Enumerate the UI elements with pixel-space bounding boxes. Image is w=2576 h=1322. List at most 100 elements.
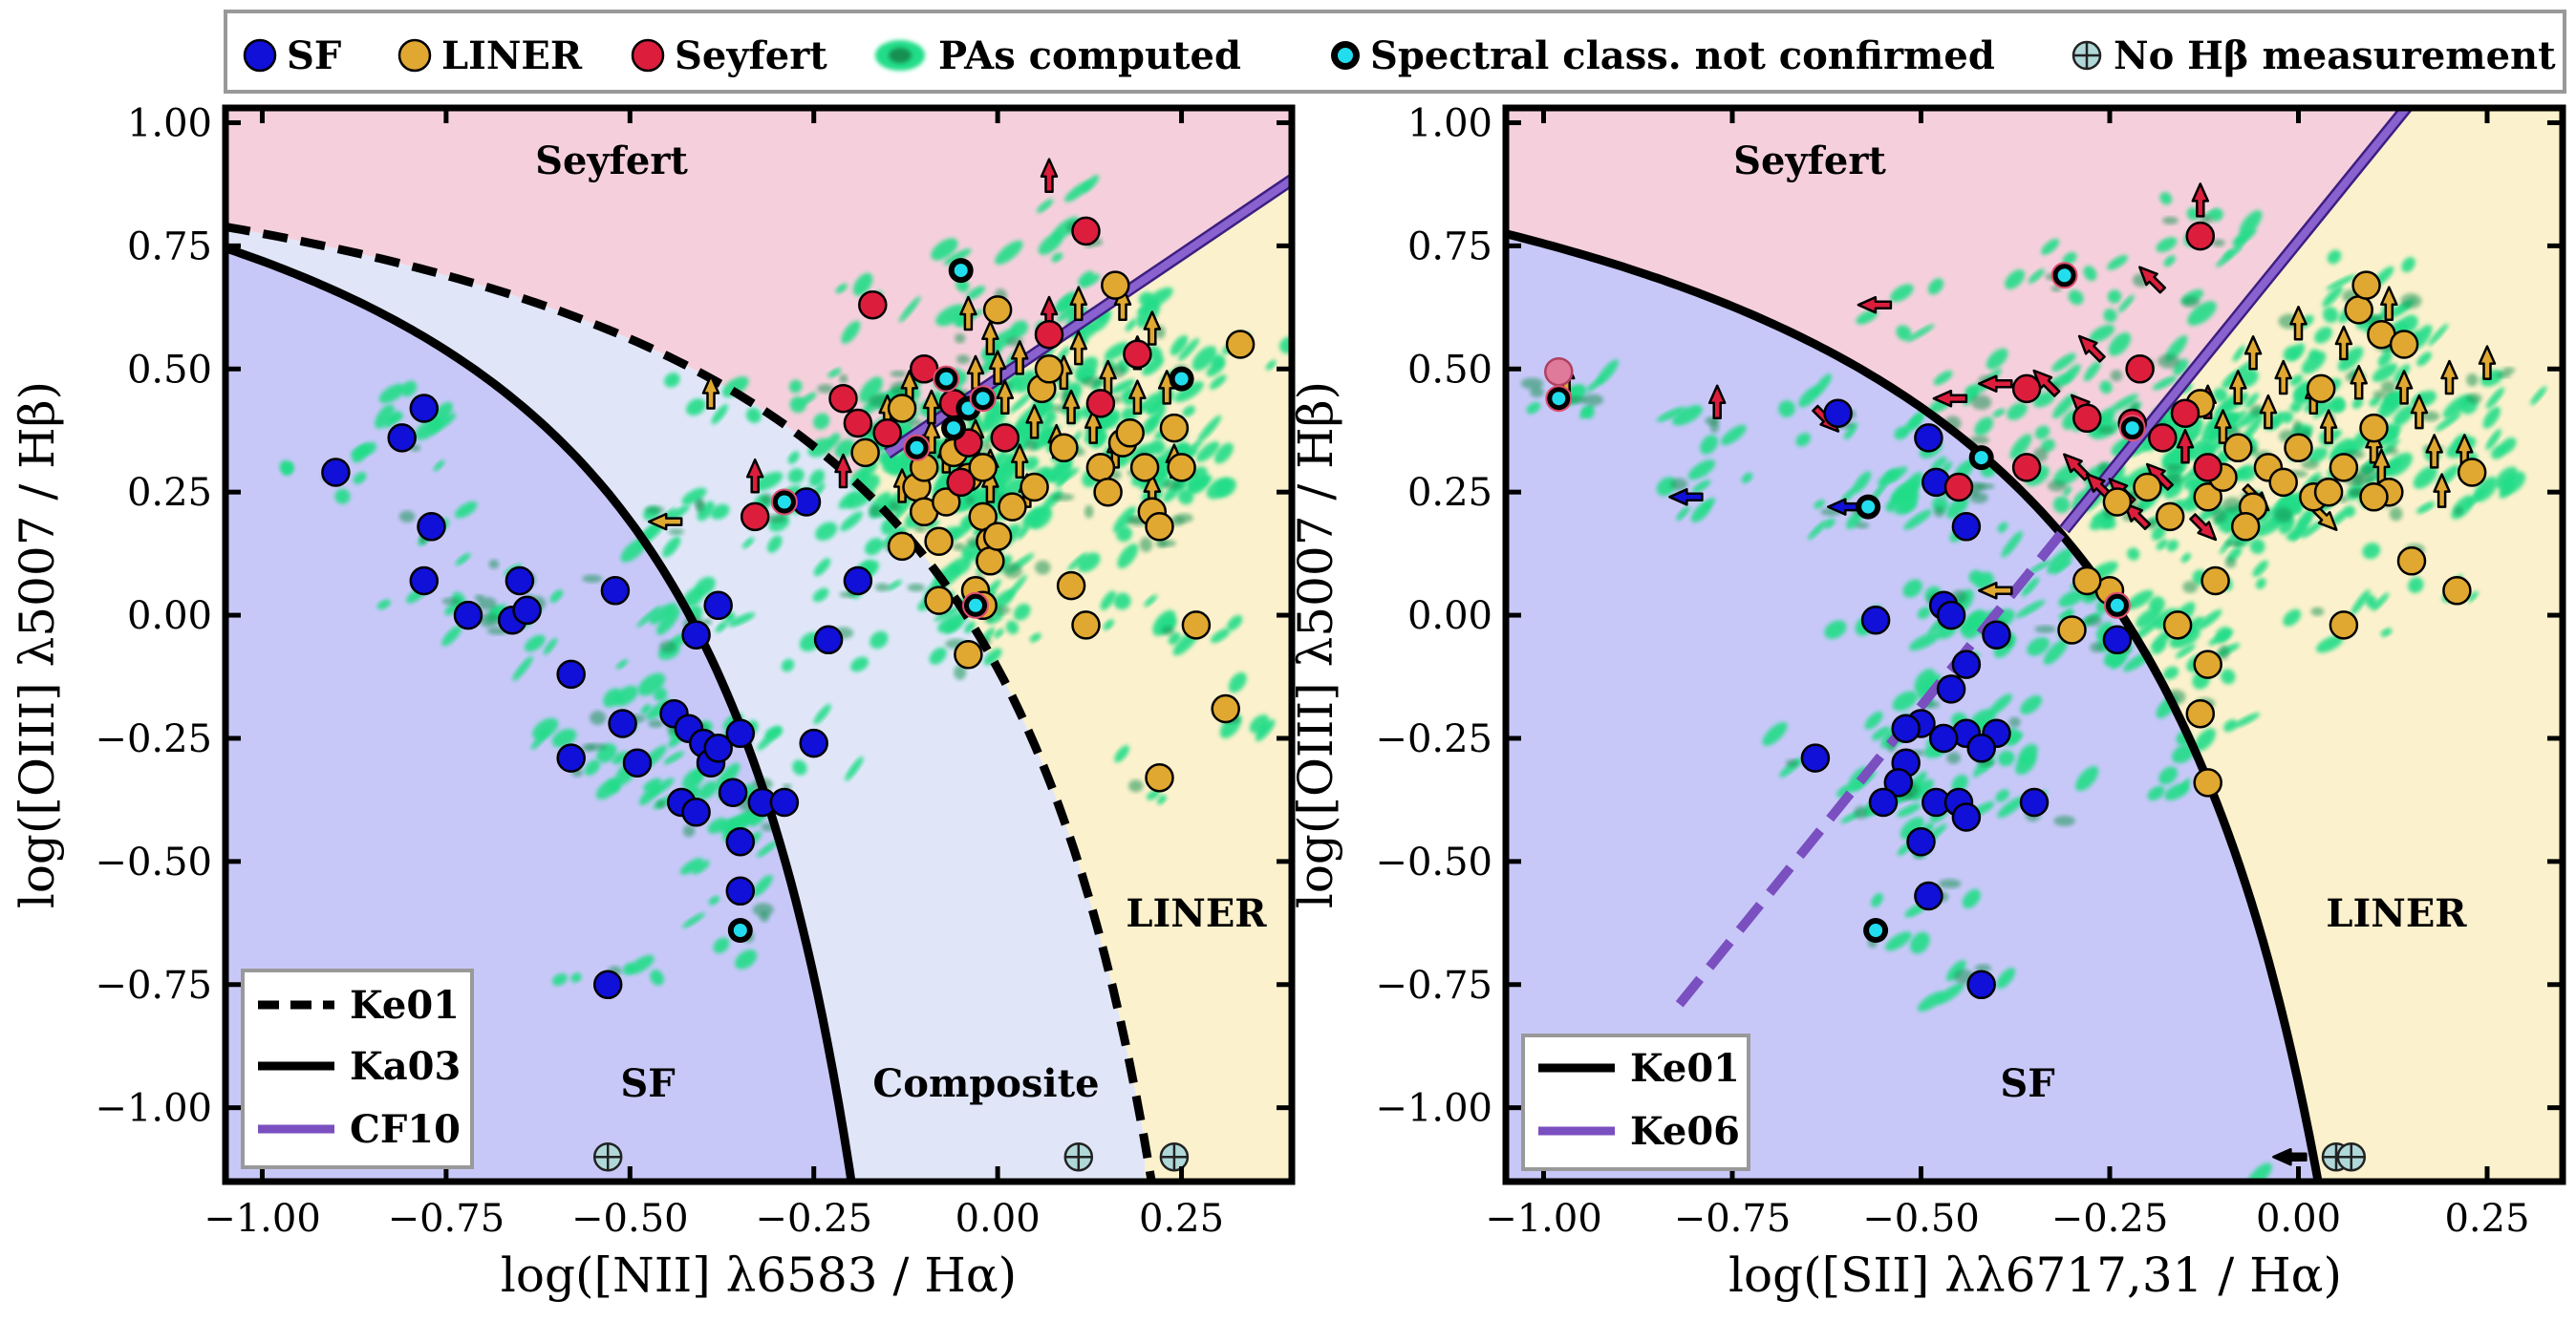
nii-legend-ke01: Ke01 bbox=[350, 983, 460, 1028]
no-hbeta-marker bbox=[2336, 1141, 2367, 1172]
sf-point bbox=[387, 423, 417, 453]
pa-density-core bbox=[764, 514, 787, 523]
sf-point bbox=[1951, 512, 1982, 542]
seyfert-point bbox=[872, 418, 902, 448]
pa-density-blob bbox=[2052, 496, 2071, 514]
pa-density-blob bbox=[2027, 637, 2050, 656]
pa-density-blob bbox=[2152, 375, 2178, 391]
pa-density-blob bbox=[2337, 347, 2364, 372]
pa-density-blob bbox=[2111, 394, 2139, 412]
pa-density-blob bbox=[620, 538, 647, 563]
pa-density-blob bbox=[2249, 539, 2265, 554]
pa-density-core bbox=[2293, 419, 2302, 435]
pa-density-blob bbox=[813, 413, 830, 430]
liner-point bbox=[2329, 453, 2359, 482]
pa-density-blob bbox=[757, 727, 781, 751]
pa-density-blob bbox=[1995, 789, 2009, 802]
pa-density-blob bbox=[752, 875, 773, 897]
pa-density-blob bbox=[662, 536, 681, 558]
pa-density-blob bbox=[745, 407, 762, 423]
pa-density-blob bbox=[1853, 471, 1872, 494]
pa-density-blob bbox=[1795, 433, 1811, 447]
sf-point bbox=[718, 778, 748, 807]
pa-density-blob bbox=[353, 472, 367, 484]
pa-density-blob bbox=[543, 637, 558, 655]
liner-point bbox=[1085, 453, 1116, 482]
limit-arrow bbox=[647, 512, 683, 531]
pa-density-blob bbox=[2442, 394, 2471, 419]
pa-density-core bbox=[954, 665, 967, 680]
pa-density-blob bbox=[401, 380, 418, 397]
pa-density-blob bbox=[532, 717, 559, 740]
pa-density-blob bbox=[628, 954, 655, 974]
sf-point bbox=[1951, 650, 1982, 679]
pa-density-blob bbox=[983, 648, 1002, 666]
pa-density-blob bbox=[858, 460, 878, 480]
pa-density-blob bbox=[2362, 543, 2381, 560]
pa-density-blob bbox=[2255, 578, 2266, 589]
liner-point bbox=[2133, 472, 2162, 502]
limit-arrow bbox=[2274, 359, 2292, 395]
pa-density-core bbox=[1946, 752, 1961, 764]
liner-point bbox=[1049, 433, 1079, 463]
pa-density-blob bbox=[887, 460, 901, 475]
pa-density-blob bbox=[1156, 795, 1167, 805]
pa-density-blob bbox=[1206, 478, 1232, 500]
limit-arrow bbox=[2063, 453, 2092, 481]
pa-density-blob bbox=[1054, 294, 1075, 312]
limit-arrow bbox=[2380, 286, 2398, 321]
nii-region-seyfert: Seyfert bbox=[535, 139, 688, 183]
pa-density-blob bbox=[2286, 525, 2308, 541]
pa-density-blob bbox=[2127, 547, 2140, 561]
top-legend-frame bbox=[224, 10, 2566, 94]
pa-density-blob bbox=[2398, 314, 2418, 334]
pa-density-blob bbox=[827, 368, 842, 378]
y-tick-label: −1.00 bbox=[1375, 1087, 1492, 1131]
liner-point bbox=[2185, 698, 2216, 729]
pa-density-blob bbox=[2377, 351, 2393, 367]
pa-density-blob bbox=[1005, 574, 1027, 601]
sii-region-seyfert: Seyfert bbox=[1733, 139, 1886, 183]
liner-point bbox=[2442, 576, 2472, 606]
pa-density-blob bbox=[2101, 517, 2113, 530]
liner-point bbox=[2396, 546, 2427, 576]
pa-density-blob bbox=[925, 520, 939, 530]
pa-density-core bbox=[398, 510, 416, 522]
nii-xlabel: log([NII] λ6583 / Hα) bbox=[501, 1247, 1017, 1303]
pa-density-blob bbox=[2103, 309, 2117, 323]
pa-density-blob bbox=[2314, 327, 2332, 344]
pa-density-core bbox=[1128, 779, 1144, 793]
sf-point bbox=[622, 748, 653, 778]
pa-density-blob bbox=[570, 972, 582, 983]
liner-point bbox=[2457, 458, 2487, 487]
limit-arrow bbox=[2214, 409, 2232, 444]
sf-point bbox=[681, 798, 711, 827]
legend-seyfert-label: Seyfert bbox=[675, 33, 827, 78]
pa-density-blob bbox=[692, 860, 710, 875]
unconfirmed-point-core bbox=[2125, 421, 2139, 436]
pa-density-blob bbox=[1029, 632, 1041, 643]
pa-density-blob bbox=[612, 751, 629, 765]
pa-density-blob bbox=[935, 304, 967, 327]
pa-density-core bbox=[1971, 394, 1992, 411]
sf-point bbox=[703, 590, 733, 621]
pa-density-blob bbox=[2134, 619, 2160, 641]
liner-point bbox=[2230, 512, 2261, 542]
limit-arrow bbox=[2372, 448, 2391, 484]
pa-density-blob bbox=[1914, 669, 1936, 693]
pa-density-blob bbox=[1871, 726, 1891, 741]
pa-density-core bbox=[1051, 493, 1075, 501]
pa-density-blob bbox=[1692, 480, 1711, 493]
sf-point bbox=[843, 565, 873, 596]
pa-density-core bbox=[839, 373, 848, 384]
sf-point bbox=[1883, 768, 1914, 798]
pa-density-core bbox=[655, 800, 666, 809]
unconfirmed-point-core bbox=[954, 264, 968, 278]
pa-density-blob bbox=[454, 501, 478, 519]
pa-density-blob bbox=[2159, 192, 2173, 205]
pa-density-blob bbox=[1081, 175, 1100, 193]
sf-point bbox=[2102, 625, 2133, 655]
liner-point bbox=[1145, 762, 1174, 793]
pa-density-blob bbox=[1017, 523, 1030, 540]
